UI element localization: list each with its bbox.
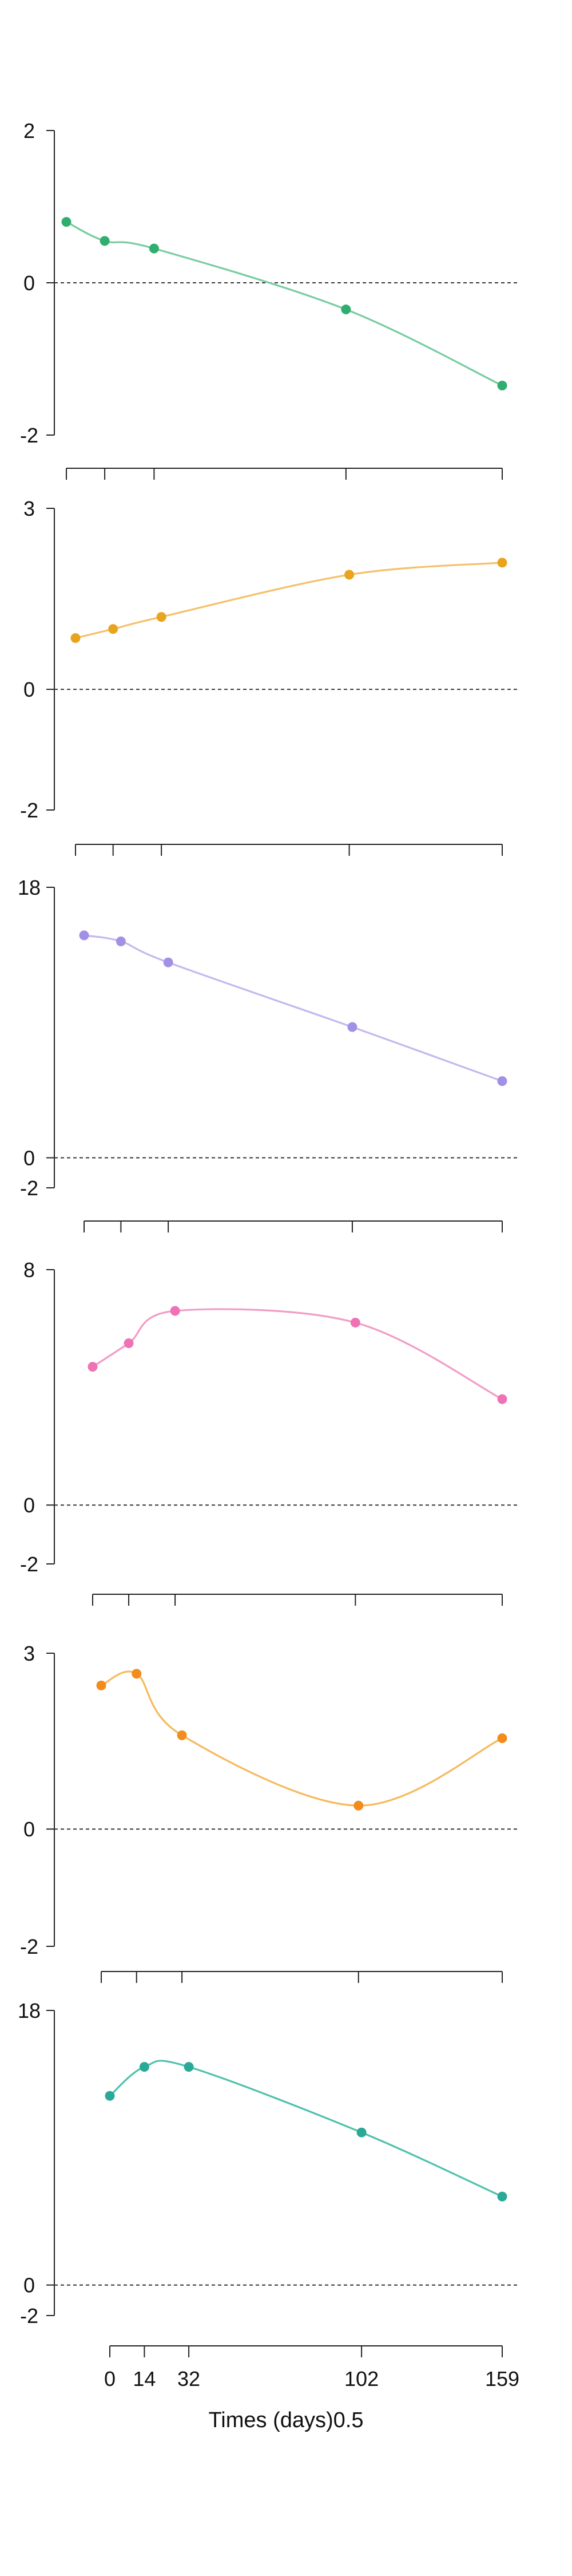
y-tick-label: 2 xyxy=(23,119,35,143)
x-axis-title: Times (days)0.5 xyxy=(209,2408,364,2432)
data-point xyxy=(116,937,126,946)
series-line xyxy=(74,562,503,639)
data-point xyxy=(170,1306,180,1316)
data-point xyxy=(163,957,173,967)
data-point xyxy=(156,612,166,622)
data-point xyxy=(79,930,89,941)
y-tick-label: -2 xyxy=(20,1176,38,1200)
panel-1: -2 0 2 xyxy=(20,119,518,480)
data-point xyxy=(497,381,507,391)
y-tick-label: 0 xyxy=(23,271,35,295)
panel-4: -2 0 8 xyxy=(20,1258,518,1606)
data-point xyxy=(96,1680,106,1690)
y-tick-label: -2 xyxy=(20,424,38,447)
panels-layer: -2 0 2 -2 0 3 -2 0 18 -2 0 8 -2 0 3 -2 0 18 0 14 32 102 159 xyxy=(18,119,519,2391)
y-tick-label: -2 xyxy=(20,799,38,822)
data-point xyxy=(347,1022,357,1032)
data-point xyxy=(61,217,72,227)
data-point xyxy=(124,1338,134,1348)
data-point xyxy=(184,2062,194,2072)
series-line xyxy=(109,2060,503,2198)
data-point xyxy=(70,633,81,643)
y-tick-label: 18 xyxy=(18,1999,41,2022)
x-tick-label: 159 xyxy=(485,2367,519,2391)
y-tick-label: 0 xyxy=(23,1818,35,1841)
panel-6: -2 0 18 0 14 32 102 159 xyxy=(18,1999,519,2391)
x-tick-label: 0 xyxy=(104,2367,116,2391)
data-point xyxy=(497,558,507,568)
data-point xyxy=(356,2127,367,2138)
data-point xyxy=(149,243,159,254)
series-line xyxy=(65,221,503,387)
data-point xyxy=(353,1800,364,1811)
y-tick-label: 0 xyxy=(23,1494,35,1517)
y-tick-label: 8 xyxy=(23,1258,35,1282)
y-tick-label: 3 xyxy=(23,1642,35,1665)
data-point xyxy=(341,305,351,315)
panel-2: -2 0 3 xyxy=(20,497,518,856)
data-point xyxy=(132,1669,142,1679)
data-point xyxy=(350,1318,360,1328)
data-point xyxy=(497,1394,507,1404)
data-point xyxy=(105,2091,115,2101)
series-line xyxy=(83,934,503,1082)
y-tick-label: 0 xyxy=(23,678,35,701)
y-tick-label: -2 xyxy=(20,1935,38,1958)
panel-5: -2 0 3 xyxy=(20,1642,518,1983)
x-tick-label: 102 xyxy=(344,2367,379,2391)
y-tick-label: 3 xyxy=(23,497,35,520)
series-line xyxy=(100,1670,503,1807)
panel-3: -2 0 18 xyxy=(18,876,518,1232)
data-point xyxy=(108,624,118,634)
series-line xyxy=(92,1308,503,1400)
data-point xyxy=(88,1362,98,1372)
data-point xyxy=(497,1076,507,1086)
data-point xyxy=(177,1730,187,1740)
data-point xyxy=(344,570,355,580)
y-tick-label: 0 xyxy=(23,2274,35,2297)
y-tick-label: -2 xyxy=(20,2304,38,2328)
data-point xyxy=(100,236,110,246)
y-tick-label: 18 xyxy=(18,876,41,899)
y-tick-label: 0 xyxy=(23,1147,35,1170)
data-point xyxy=(139,2062,149,2072)
data-point xyxy=(497,2191,507,2202)
x-tick-label: 32 xyxy=(177,2367,200,2391)
data-point xyxy=(497,1733,507,1743)
y-tick-label: -2 xyxy=(20,1552,38,1576)
x-tick-label: 14 xyxy=(133,2367,156,2391)
